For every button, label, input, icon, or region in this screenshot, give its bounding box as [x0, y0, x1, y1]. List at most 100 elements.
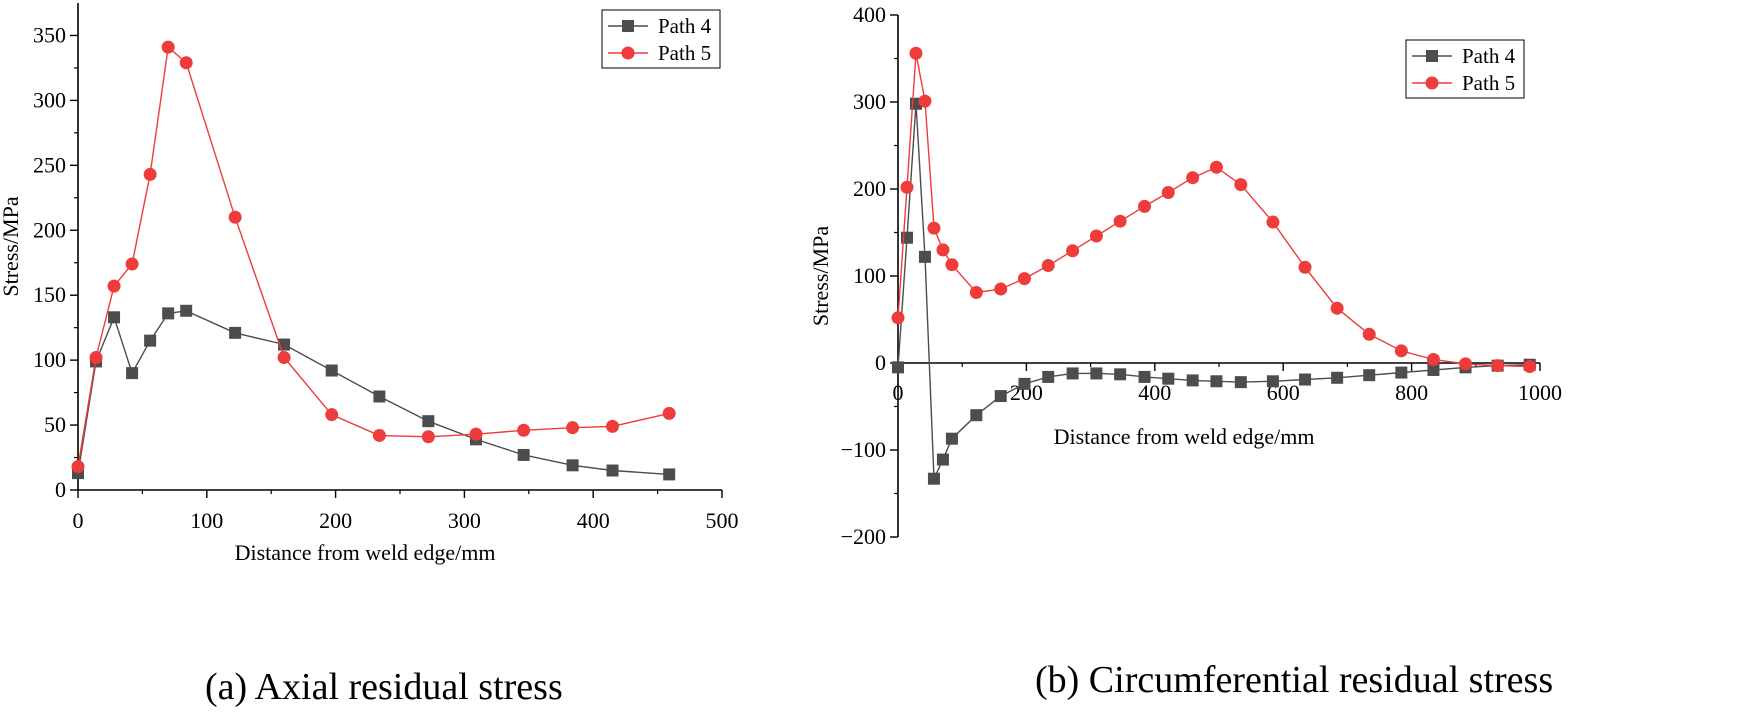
chart-a-data-point: [229, 326, 242, 339]
chart-b-data-point: [936, 453, 949, 466]
chart-a-data-point: [143, 167, 157, 181]
chart-b-caption: (b) Circumferential residual stress: [1035, 659, 1554, 701]
chart-b-data-point: [970, 409, 983, 422]
chart-b-data-point: [892, 361, 904, 374]
chart-b-data-point: [1331, 371, 1344, 384]
chart-a-legend-marker: [621, 46, 635, 60]
chart-b-data-point: [1017, 272, 1031, 286]
chart-b-data-point: [1162, 372, 1175, 385]
chart-b-series-line: [897, 103, 1530, 479]
chart-a-y-tick-label: 100: [33, 347, 66, 372]
chart-b-data-point: [1186, 171, 1200, 185]
chart-b-data-point: [1298, 260, 1312, 274]
chart-b-data-point: [969, 286, 983, 300]
chart-b-data-point: [1394, 344, 1408, 358]
chart-a-legend-marker: [622, 20, 634, 32]
chart-b-data-point: [1113, 214, 1127, 228]
chart-a-legend-label: Path 4: [658, 14, 712, 38]
chart-a-data-point: [663, 468, 676, 481]
chart-b-data-point: [1210, 375, 1223, 388]
chart-a-data-point: [179, 56, 193, 70]
chart-b-legend-label: Path 5: [1462, 71, 1515, 95]
chart-a-data-point: [125, 257, 139, 271]
chart-b-legend: Path 4 Path 5: [1405, 39, 1525, 99]
chart-b-legend-marker: [1426, 50, 1438, 62]
chart-b-data-point: [1363, 369, 1376, 382]
chart-a-y-tick-label: 150: [33, 282, 66, 307]
chart-a-y-tick-label: 350: [33, 22, 66, 47]
chart-b-data-point: [1427, 363, 1440, 376]
chart-a-data-point: [325, 364, 338, 377]
chart-a-series-path-5: [71, 40, 676, 474]
chart-b-legend-marker: [1425, 76, 1439, 90]
chart-a-series-line: [77, 45, 670, 467]
chart-a-data-point: [373, 390, 386, 403]
chart-a-x-axis-label: Distance from weld edge/mm: [235, 540, 496, 565]
chart-b-data-point: [945, 432, 958, 445]
chart-a-data-point: [517, 423, 531, 437]
chart-a-data-point: [71, 460, 85, 474]
chart-b-data-point: [994, 282, 1008, 296]
chart-a-data-point: [566, 421, 580, 435]
chart-b-data-point: [945, 258, 959, 272]
chart-b-data-point: [1018, 377, 1031, 390]
chart-b-x-tick-label: 1000: [1518, 380, 1562, 405]
chart-a-data-point: [517, 448, 530, 461]
chart-b-data-point: [1330, 301, 1344, 315]
chart-b-data-point: [1395, 366, 1408, 379]
chart-b-data-point: [1234, 376, 1247, 389]
chart-b-data-point: [1161, 185, 1175, 199]
chart-b-y-axis-label: Stress/MPa: [808, 226, 833, 326]
chart-a-data-point: [89, 351, 103, 365]
chart-b-data-point: [1362, 327, 1376, 341]
chart-b-data-point: [1114, 368, 1127, 381]
chart-b-data-point: [1209, 160, 1223, 174]
chart-b-data-point: [1066, 244, 1080, 258]
chart-b-data-point: [1138, 370, 1151, 383]
chart-a-y-tick-label: 300: [33, 87, 66, 112]
chart-a-x-tick-label: 0: [73, 508, 84, 533]
chart-b-data-point: [1266, 375, 1279, 388]
chart-a-series-path-4: [72, 304, 676, 481]
chart-b-data-point: [936, 243, 950, 257]
chart-b-data-point: [1234, 178, 1248, 192]
chart-a-data-point: [606, 419, 620, 433]
chart-a-data-point: [161, 40, 175, 54]
chart-b-y-tick-label: 0: [875, 350, 886, 375]
chart-a-data-point: [180, 304, 193, 317]
chart-b-data-point: [1426, 353, 1440, 367]
chart-b-x-tick-label: 0: [893, 380, 904, 405]
chart-a-legend-box: [601, 9, 721, 69]
chart-a-data-point: [108, 311, 121, 324]
chart-b-legend-label: Path 4: [1462, 44, 1516, 68]
chart-b-data-point: [1299, 373, 1312, 386]
chart-a-x-tick-label: 200: [319, 508, 352, 533]
chart-a-x-tick-label: 300: [448, 508, 481, 533]
chart-b-y-tick-label: −100: [841, 437, 886, 462]
chart-a-legend: Path 4 Path 5: [601, 9, 721, 69]
chart-b-data-point: [1459, 357, 1473, 371]
chart-a-y-tick-label: 250: [33, 152, 66, 177]
chart-b-series-line: [897, 53, 1530, 368]
chart-b-x-axis-label: Distance from weld edge/mm: [1054, 424, 1315, 449]
chart-b-y-tick-label: 200: [853, 176, 886, 201]
chart-b-data-point: [1186, 374, 1199, 387]
chart-a-legend-label: Path 5: [658, 41, 711, 65]
chart-b-series-path-5: [891, 46, 1537, 373]
chart-b-x-tick-label: 800: [1395, 380, 1428, 405]
chart-b-data-point: [1266, 215, 1280, 229]
chart-a-data-point: [606, 464, 619, 477]
chart-a-caption: (a) Axial residual stress: [205, 666, 563, 708]
chart-a-data-point: [566, 459, 579, 472]
chart-b-data-point: [1089, 229, 1103, 243]
chart-b-legend-box: [1405, 39, 1525, 99]
chart-b-data-point: [1042, 370, 1055, 383]
chart-a-y-tick-label: 0: [55, 477, 66, 502]
chart-a-y-tick-label: 200: [33, 217, 66, 242]
chart-a-y-tick-label: 50: [44, 412, 66, 437]
chart-b-data-point: [927, 472, 940, 485]
chart-b-data-point: [909, 46, 923, 60]
chart-a-x-tick-label: 400: [577, 508, 610, 533]
chart-b-data-point: [1041, 259, 1055, 273]
